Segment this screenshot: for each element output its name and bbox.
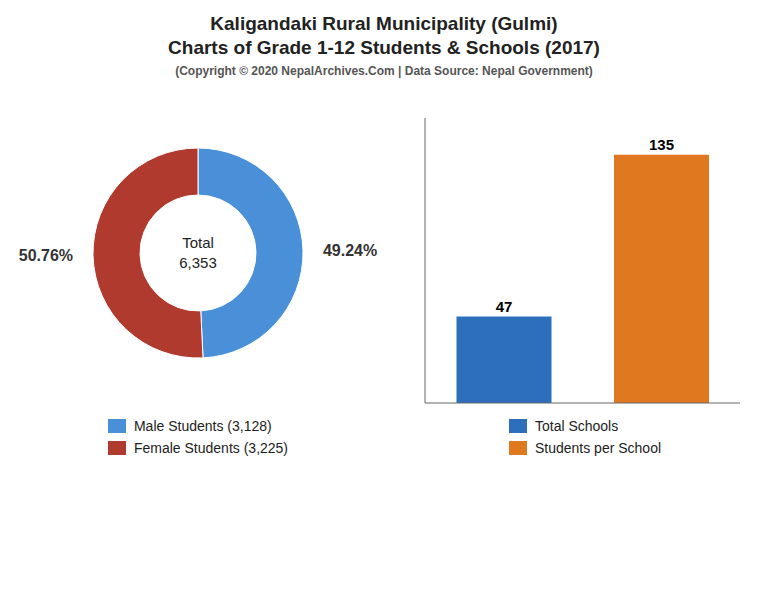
html-text:Male Students (3,128): Male Students (3,128)	[134, 418, 272, 434]
html-text:Charts of Grade 1-12 Students: Charts of Grade 1-12 Students & Schools …	[168, 37, 600, 58]
html-text:Total Schools: Total Schools	[535, 418, 619, 434]
html-text:Female Students (3,225): Female Students (3,225)	[134, 440, 288, 456]
html-text:6,353: 6,353	[179, 254, 217, 271]
html-text:Students per School: Students per School	[535, 440, 661, 456]
svg-text:50.76%: 50.76%	[19, 247, 73, 264]
html-text:(Copyright © 2020 NepalArchive: (Copyright © 2020 NepalArchives.Com | Da…	[175, 64, 593, 78]
html-text:Total: Total	[182, 234, 214, 251]
svg-text:49.24%: 49.24%	[323, 242, 377, 259]
svg-text:135: 135	[649, 136, 674, 153]
svg-text:47: 47	[496, 298, 513, 315]
html-text:Kaligandaki Rural Municipality: Kaligandaki Rural Municipality (Gulmi)	[210, 13, 558, 34]
